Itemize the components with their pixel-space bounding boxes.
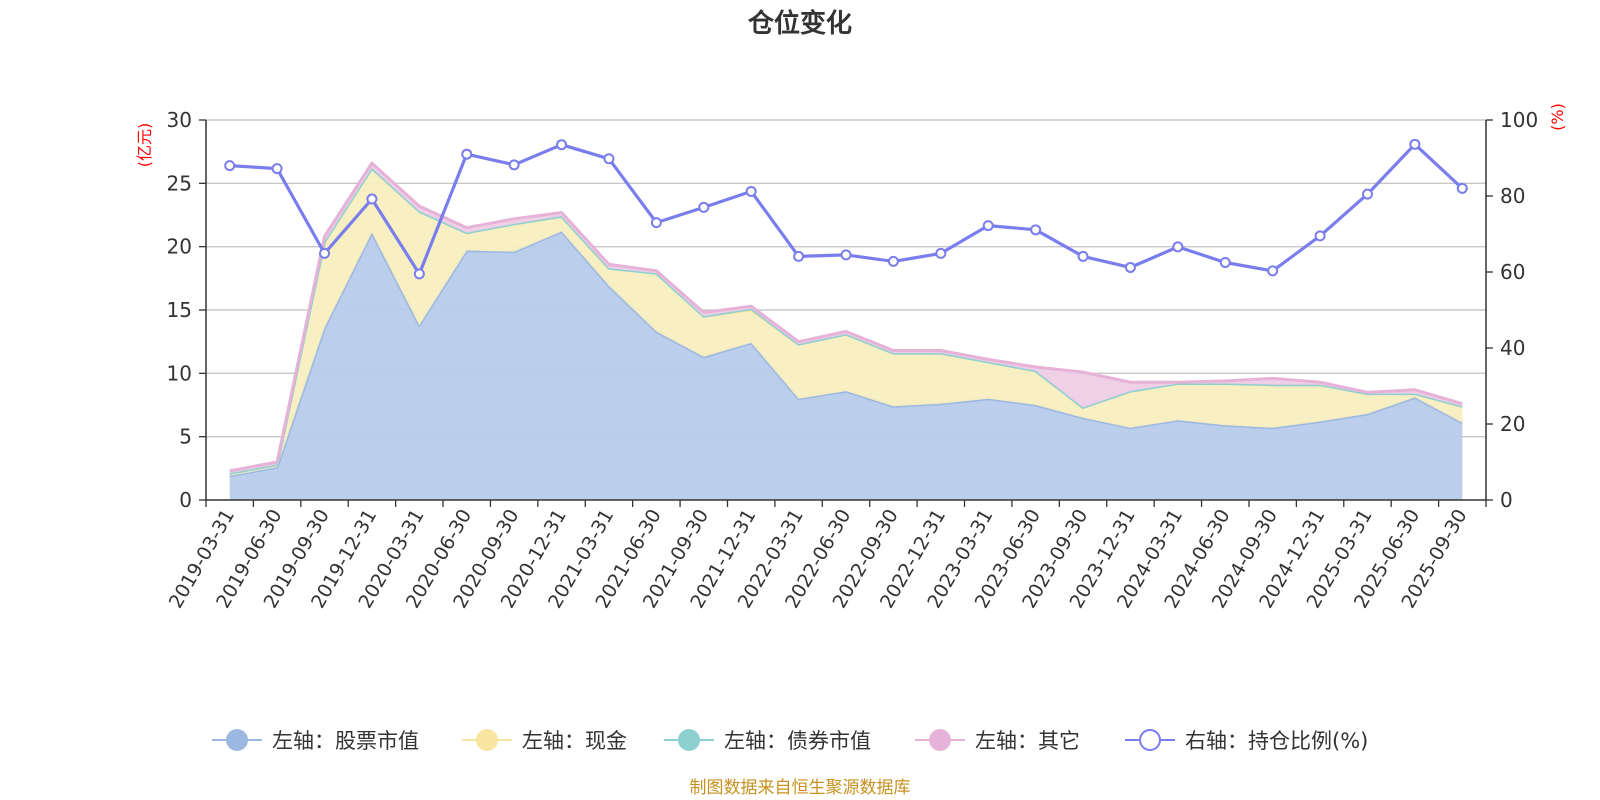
ratio-point [271, 163, 283, 175]
left-axis-unit: (亿元) [135, 123, 154, 168]
legend-swatch-marker [678, 729, 700, 751]
right-tick-label: 20 [1500, 412, 1525, 436]
right-tick-label: 40 [1500, 336, 1525, 360]
ratio-point [1409, 138, 1421, 150]
legend-label: 右轴：持仓比例(%) [1185, 729, 1368, 753]
ratio-point [1077, 250, 1089, 262]
left-tick-label: 25 [167, 171, 192, 195]
legend-item: 右轴：持仓比例(%) [1125, 729, 1368, 753]
right-tick-label: 100 [1500, 108, 1538, 132]
legend-item: 左轴：现金 [462, 729, 627, 753]
ratio-point [650, 217, 662, 229]
ratio-point [1314, 230, 1326, 242]
legend-swatch-marker [476, 729, 498, 751]
legend-item: 左轴：债券市值 [664, 729, 871, 753]
legend-swatch-marker [1139, 729, 1161, 751]
ratio-point [745, 185, 757, 197]
ratio-point [508, 159, 520, 171]
ratio-point [982, 220, 994, 232]
left-tick-label: 15 [167, 298, 192, 322]
footer-source: 制图数据来自恒生聚源数据库 [690, 778, 911, 798]
ratio-line-series [224, 138, 1468, 280]
left-tick-label: 30 [167, 108, 192, 132]
area-左轴：现金 [229, 168, 1463, 476]
right-axis-unit: (%) [1548, 103, 1567, 131]
ratio-point [793, 250, 805, 262]
ratio-point [935, 247, 947, 259]
ratio-point [224, 160, 236, 172]
ratio-point [1172, 241, 1184, 253]
ratio-point [1361, 188, 1373, 200]
legend-swatch-marker [226, 729, 248, 751]
ratio-point [1267, 265, 1279, 277]
ratio-point [840, 249, 852, 261]
ratio-point [556, 139, 568, 151]
legend-swatch-marker [929, 729, 951, 751]
legend: 左轴：股票市值 左轴：现金 左轴：债券市值 左轴：其它 右轴：持仓比例(%) [212, 729, 1368, 753]
legend-label: 左轴：其它 [975, 729, 1080, 753]
legend-label: 左轴：现金 [522, 729, 627, 753]
ratio-point [1219, 257, 1231, 268]
ratio-point [366, 193, 378, 205]
left-tick-label: 5 [179, 425, 192, 449]
legend-item: 左轴：其它 [915, 729, 1080, 753]
ratio-point [603, 153, 615, 165]
left-tick-label: 20 [167, 235, 192, 259]
ratio-point [461, 148, 473, 160]
right-tick-label: 0 [1500, 488, 1513, 512]
ratio-point [413, 268, 425, 280]
left-tick-label: 10 [167, 361, 192, 385]
legend-label: 左轴：债券市值 [724, 729, 871, 753]
right-tick-label: 60 [1500, 260, 1525, 284]
stacked-areas [229, 161, 1464, 500]
ratio-point [1030, 224, 1042, 236]
legend-item: 左轴：股票市值 [212, 729, 419, 753]
ratio-point [1124, 261, 1136, 273]
chart-title: 仓位变化 [747, 8, 852, 39]
ratio-point [1456, 182, 1468, 194]
legend-label: 左轴：股票市值 [272, 729, 419, 753]
right-tick-label: 80 [1500, 184, 1525, 208]
area-左轴：股票市值 [229, 231, 1463, 500]
ratio-point [698, 201, 710, 213]
area-edge-左轴：其它 [229, 161, 1463, 473]
left-tick-label: 0 [179, 488, 192, 512]
ratio-point [887, 255, 899, 267]
ratio-point [319, 247, 331, 259]
